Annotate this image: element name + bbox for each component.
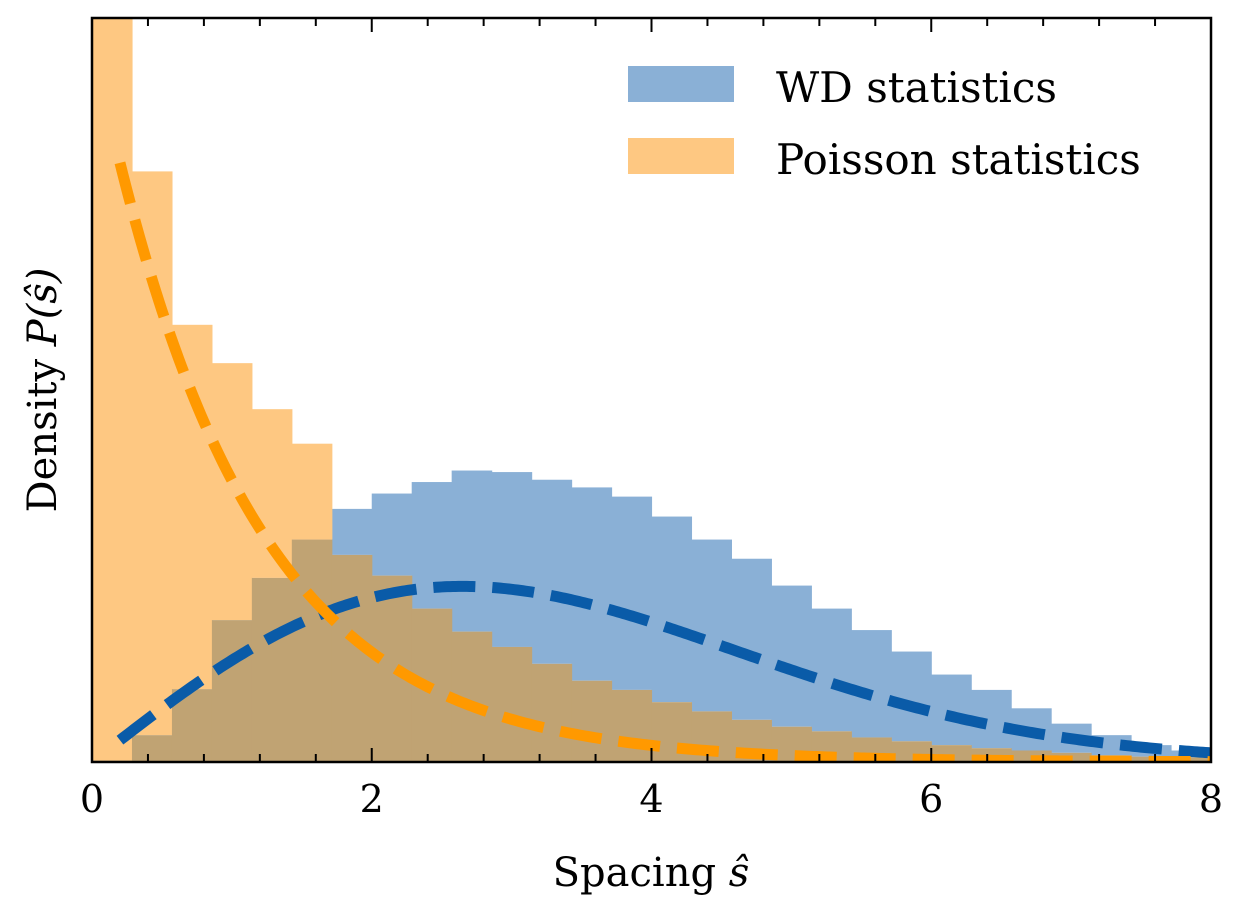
poisson-bar: [291, 443, 333, 540]
wd-bar: [851, 630, 892, 738]
x-tick-label: 0: [80, 777, 104, 821]
poisson-bar: [92, 18, 133, 761]
wd-bar: [931, 674, 972, 746]
overlap-bar: [291, 539, 333, 762]
wd-bar: [891, 651, 932, 742]
wd-bar: [571, 487, 613, 681]
overlap-bar: [211, 620, 253, 762]
wd-bar: [611, 496, 653, 690]
wd-bar: [771, 585, 812, 727]
wd-bar: [451, 470, 493, 632]
legend-label-poisson: Poisson statistics: [776, 135, 1141, 184]
legend-label-wd: WD statistics: [776, 63, 1057, 112]
overlap-bar: [531, 663, 573, 762]
legend-swatch-poisson: [628, 138, 734, 174]
overlap-bar: [331, 554, 373, 762]
x-axis-title: Spacing ŝ: [553, 850, 750, 896]
wd-bar: [371, 493, 413, 576]
x-tick-label: 4: [639, 777, 663, 821]
wd-histogram: [331, 470, 1211, 758]
wd-bar: [531, 479, 573, 664]
y-axis-title: Density P(ŝ): [20, 268, 66, 513]
wd-bar: [811, 608, 852, 732]
overlap-bar: [571, 680, 613, 762]
wd-bar: [691, 539, 732, 712]
wd-fit-curve: [116, 580, 1211, 759]
wd-bar: [331, 508, 373, 555]
wd-bar: [651, 516, 693, 703]
poisson-histogram: [92, 18, 333, 761]
plot-frame: [90, 16, 1213, 764]
x-tick-label: 2: [360, 777, 384, 821]
overlap-bar: [251, 577, 293, 762]
legend: WD statistics Poisson statistics: [628, 63, 1141, 184]
overlap-bar: [131, 735, 173, 762]
poisson-bar: [171, 324, 213, 690]
overlap-bar: [1170, 757, 1211, 762]
overlap-bar: [611, 689, 653, 762]
x-tick-labels: 0 2 4 6 8: [80, 777, 1223, 821]
legend-swatch-wd: [628, 66, 734, 102]
poisson-bar: [131, 171, 173, 736]
fit-curves: [114, 161, 1211, 762]
overlap-bar: [491, 646, 533, 762]
poisson-bar: [211, 363, 253, 621]
x-tick-label: 6: [919, 777, 943, 821]
wd-bar: [731, 558, 772, 720]
wd-bar: [491, 472, 533, 647]
x-tick-label: 8: [1199, 777, 1223, 821]
